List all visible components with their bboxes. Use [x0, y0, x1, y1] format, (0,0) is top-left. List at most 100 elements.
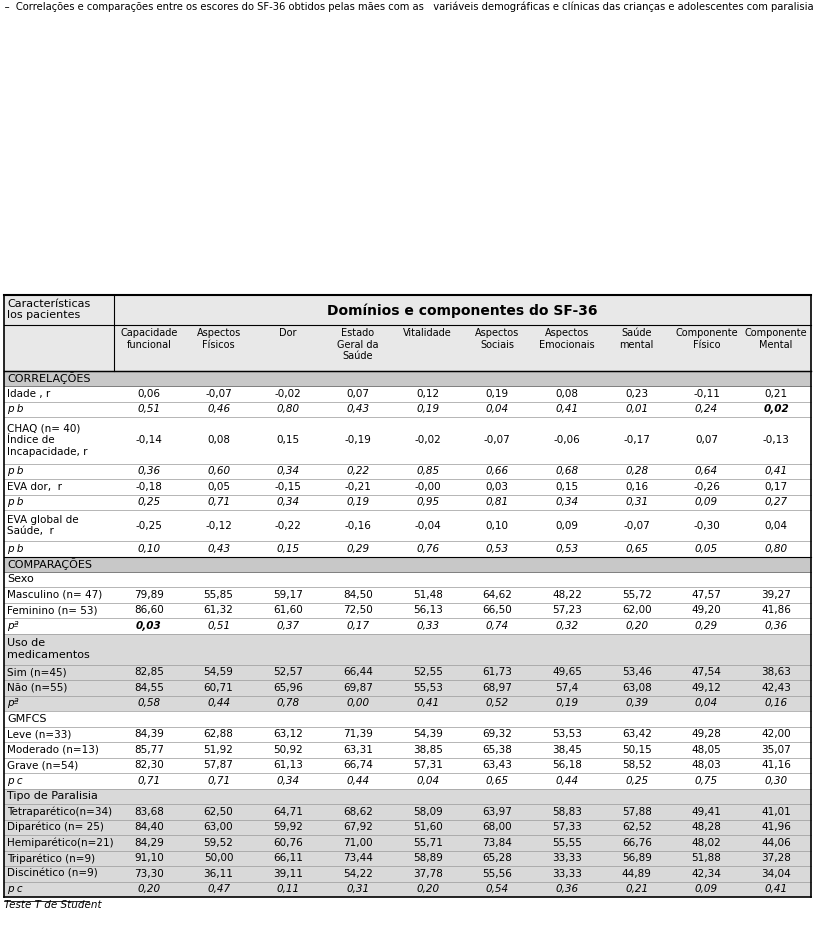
Text: 0,15: 0,15 — [556, 482, 579, 491]
Bar — [4, 572, 811, 587]
Text: 73,30: 73,30 — [134, 869, 164, 879]
Text: 49,20: 49,20 — [692, 605, 721, 616]
Text: 49,12: 49,12 — [691, 683, 721, 692]
Text: 0,43: 0,43 — [346, 404, 369, 414]
Text: 0,64: 0,64 — [695, 466, 718, 476]
Text: 0,51: 0,51 — [207, 621, 230, 630]
Text: 38,45: 38,45 — [552, 744, 582, 755]
Text: 0,25: 0,25 — [625, 776, 648, 786]
Bar — [4, 494, 811, 510]
Text: 0,27: 0,27 — [764, 497, 788, 507]
Text: 0,41: 0,41 — [764, 884, 788, 895]
Text: 66,44: 66,44 — [343, 667, 373, 678]
Text: 72,50: 72,50 — [343, 605, 372, 616]
Text: -0,14: -0,14 — [135, 436, 162, 445]
Text: 41,86: 41,86 — [761, 605, 791, 616]
Text: Teste T de Student: Teste T de Student — [4, 900, 102, 910]
Text: 33,33: 33,33 — [552, 853, 582, 863]
Text: Masculino (n= 47): Masculino (n= 47) — [7, 590, 102, 600]
Bar — [4, 587, 811, 603]
Text: Não (n=55): Não (n=55) — [7, 683, 68, 692]
Text: 0,04: 0,04 — [764, 520, 787, 530]
Text: 0,00: 0,00 — [346, 698, 369, 708]
Text: 58,83: 58,83 — [552, 806, 582, 817]
Text: 39,11: 39,11 — [273, 869, 303, 879]
Text: 0,34: 0,34 — [276, 497, 300, 507]
Text: 62,50: 62,50 — [204, 806, 233, 817]
Text: -0,07: -0,07 — [623, 520, 650, 530]
Text: 0,03: 0,03 — [486, 482, 509, 491]
Text: 48,05: 48,05 — [692, 744, 721, 755]
Text: 0,37: 0,37 — [276, 621, 300, 630]
Text: 62,00: 62,00 — [622, 605, 651, 616]
Bar — [4, 742, 811, 757]
Text: -0,26: -0,26 — [693, 482, 720, 491]
Text: -0,16: -0,16 — [345, 520, 372, 530]
Text: 0,02: 0,02 — [764, 404, 789, 414]
Text: 57,4: 57,4 — [556, 683, 579, 692]
Text: 0,29: 0,29 — [695, 621, 718, 630]
Bar — [4, 850, 811, 866]
Text: 0,32: 0,32 — [556, 621, 579, 630]
Text: 0,75: 0,75 — [695, 776, 718, 786]
Text: los pacientes: los pacientes — [7, 310, 80, 320]
Text: 0,23: 0,23 — [625, 388, 648, 399]
Text: 59,17: 59,17 — [273, 590, 303, 600]
Text: 55,71: 55,71 — [412, 838, 443, 848]
Text: 58,52: 58,52 — [622, 760, 652, 770]
Text: 38,85: 38,85 — [412, 744, 443, 755]
Text: -0,30: -0,30 — [693, 520, 720, 530]
Text: 65,28: 65,28 — [482, 853, 513, 863]
Text: Sim (n=45): Sim (n=45) — [7, 667, 67, 678]
Text: CORRELAÇÕES: CORRELAÇÕES — [7, 373, 90, 385]
Text: 0,31: 0,31 — [625, 497, 648, 507]
Text: 0,19: 0,19 — [486, 388, 509, 399]
Text: 68,97: 68,97 — [482, 683, 513, 692]
Text: 42,00: 42,00 — [761, 730, 791, 739]
Text: 51,48: 51,48 — [412, 590, 443, 600]
Text: 0,65: 0,65 — [486, 776, 509, 786]
Text: 0,09: 0,09 — [556, 520, 579, 530]
Text: 0,04: 0,04 — [416, 776, 439, 786]
Text: 69,32: 69,32 — [482, 730, 513, 739]
Text: -0,25: -0,25 — [135, 520, 162, 530]
Text: 69,87: 69,87 — [343, 683, 373, 692]
Text: Componente
Físico: Componente Físico — [675, 328, 738, 349]
Text: 53,53: 53,53 — [552, 730, 582, 739]
Text: 82,30: 82,30 — [134, 760, 164, 770]
Text: 0,07: 0,07 — [346, 388, 369, 399]
Text: -0,04: -0,04 — [414, 520, 441, 530]
Text: 0,65: 0,65 — [625, 544, 648, 553]
Text: -0,18: -0,18 — [135, 482, 162, 491]
Text: 0,20: 0,20 — [416, 884, 439, 895]
Text: 0,80: 0,80 — [276, 404, 300, 414]
Text: Aspectos
Físicos: Aspectos Físicos — [196, 328, 240, 349]
Text: 57,23: 57,23 — [552, 605, 582, 616]
Bar — [4, 882, 811, 897]
Text: -0,17: -0,17 — [623, 436, 650, 445]
Text: 63,31: 63,31 — [343, 744, 373, 755]
Bar — [4, 665, 811, 680]
Text: 52,55: 52,55 — [412, 667, 443, 678]
Text: 91,10: 91,10 — [134, 853, 164, 863]
Bar — [4, 773, 811, 789]
Text: Estado
Geral da
Saúde: Estado Geral da Saúde — [337, 328, 379, 362]
Text: 57,31: 57,31 — [412, 760, 443, 770]
Text: 0,08: 0,08 — [207, 436, 230, 445]
Text: Componente
Mental: Componente Mental — [745, 328, 808, 349]
Text: 47,54: 47,54 — [691, 667, 721, 678]
Text: 0,47: 0,47 — [207, 884, 230, 895]
Text: 0,01: 0,01 — [625, 404, 648, 414]
Text: 0,04: 0,04 — [486, 404, 509, 414]
Text: Capacidade
funcional: Capacidade funcional — [120, 328, 178, 349]
Text: 67,92: 67,92 — [343, 822, 373, 832]
Text: 57,88: 57,88 — [622, 806, 652, 817]
Text: 65,96: 65,96 — [273, 683, 303, 692]
Text: 44,06: 44,06 — [761, 838, 791, 848]
Text: Tabela 6  –  Correlações e comparações entre os escores do SF-36 obtidos pelas m: Tabela 6 – Correlações e comparações ent… — [0, 1, 815, 11]
Text: 38,63: 38,63 — [761, 667, 791, 678]
Text: 0,44: 0,44 — [556, 776, 579, 786]
Text: -0,07: -0,07 — [205, 388, 232, 399]
Text: 0,16: 0,16 — [764, 698, 788, 708]
Text: 73,84: 73,84 — [482, 838, 513, 848]
